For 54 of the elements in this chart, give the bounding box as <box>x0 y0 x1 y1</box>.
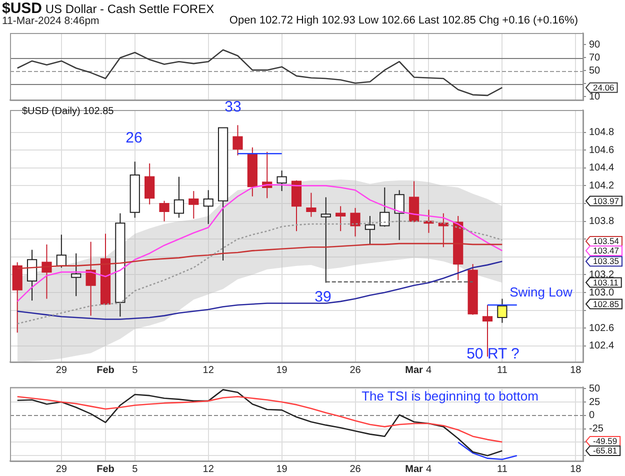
text: 102.85 <box>593 298 620 309</box>
y-tick-label: 0 <box>589 410 595 422</box>
y-tick-label: 50 <box>589 65 601 76</box>
text: 103.97 <box>593 196 620 206</box>
x-tick-label: 29 <box>56 464 68 475</box>
y-tick-label: 102.4 <box>589 340 614 352</box>
text: 103.54 <box>593 236 620 246</box>
text: 103.47 <box>593 246 620 256</box>
y-tick-label: -25 <box>589 424 604 435</box>
y-tick-label: 103.8 <box>589 216 614 228</box>
x-tick-label: 12 <box>202 364 214 376</box>
annotation: 39 <box>314 288 332 306</box>
x-tick-label: Mar <box>405 364 424 376</box>
chart-title: $USD US Dollar - Cash Settle FOREX <box>2 0 214 17</box>
annotation: Swing Low <box>510 284 572 300</box>
y-tick-label: 103.0 <box>589 287 614 298</box>
y-tick-label: 104.2 <box>589 180 614 192</box>
text: -49.59 <box>593 436 618 446</box>
y-tick-label: 50 <box>589 383 601 394</box>
text: Open 102.72 High 102.93 Low 102.66 Last 102.85 Chg +0.16 (+0.16%) <box>229 14 578 26</box>
text: 24.06 <box>593 82 615 92</box>
x-tick-label: Feb <box>96 464 114 475</box>
x-tick-label: 26 <box>350 464 362 475</box>
annotation: 26 <box>126 130 142 146</box>
x-tick-label: 4 <box>426 464 432 475</box>
y-tick-label: 102.6 <box>589 322 614 334</box>
x-tick-label: 19 <box>276 464 288 475</box>
annotation: The TSI is beginning to bottom <box>362 388 538 404</box>
text: 103.35 <box>593 256 620 266</box>
annotation: 33 <box>224 98 242 116</box>
x-tick-label: 18 <box>570 364 582 376</box>
x-tick-label: 5 <box>132 464 138 475</box>
x-tick-label: 29 <box>56 364 68 376</box>
text: -65.81 <box>593 446 618 456</box>
x-tick-label: 12 <box>202 464 214 475</box>
y-tick-label: 90 <box>589 39 601 50</box>
x-tick-label: 19 <box>276 364 288 376</box>
x-tick-label: 11 <box>496 464 508 475</box>
y-tick-label: 10 <box>589 92 601 102</box>
x-tick-label: 18 <box>570 464 582 475</box>
annotation: $USD (Daily) 102.85 <box>22 106 114 117</box>
y-tick-label: 104.6 <box>589 144 614 156</box>
x-tick-label: 4 <box>426 364 432 376</box>
x-tick-label: 5 <box>132 364 138 376</box>
y-tick-label: 104.4 <box>589 162 614 174</box>
annotation: 50 RT ? <box>466 346 520 362</box>
y-tick-label: 104.8 <box>589 127 614 138</box>
x-tick-label: 26 <box>350 364 362 376</box>
x-tick-label: Feb <box>96 364 114 376</box>
y-tick-label: 70 <box>589 52 601 64</box>
x-tick-label: Mar <box>405 464 424 475</box>
chart-subtitle: 11-Mar-2024 8:46pm <box>2 15 100 27</box>
x-tick-label: 11 <box>496 364 508 376</box>
y-tick-label: 25 <box>589 396 601 408</box>
